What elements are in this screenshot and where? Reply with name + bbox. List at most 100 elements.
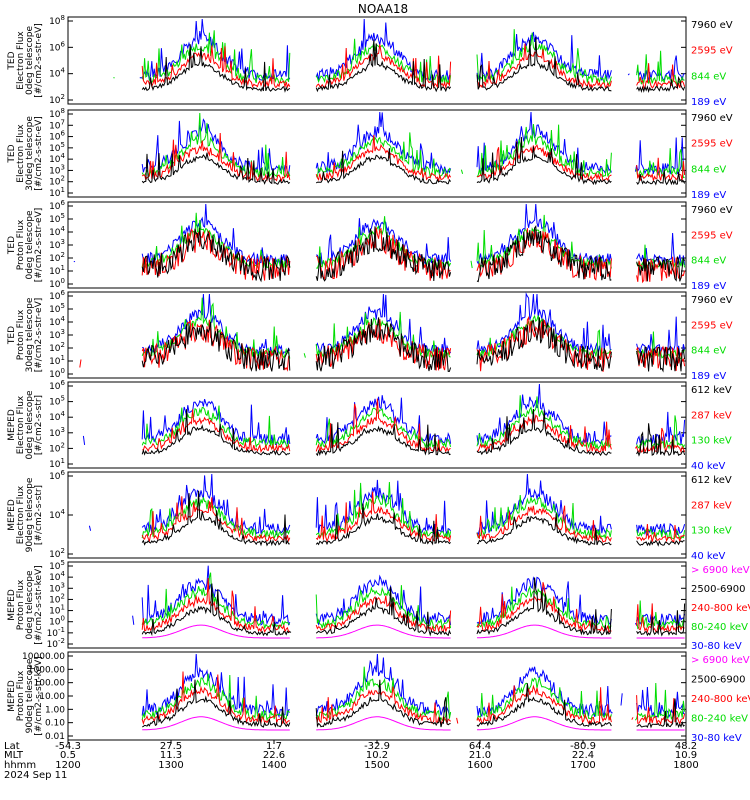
- legend-label: 130 keV: [691, 436, 732, 447]
- series-line: [141, 43, 686, 90]
- legend-label: 844 eV: [691, 71, 726, 82]
- y-axis-label: MEPED: [7, 409, 17, 441]
- footer-value-hhmm: 1800: [673, 760, 698, 771]
- y-axis-label: Proton Flux: [16, 219, 26, 270]
- y-axis-label: TED: [7, 236, 17, 255]
- y-tick-exponent: 3: [61, 238, 65, 246]
- y-tick-exponent: -1: [58, 626, 65, 634]
- y-tick-label: 102: [49, 93, 65, 106]
- legend-label: 189 eV: [691, 281, 726, 292]
- y-tick-exponent: 4: [61, 570, 66, 578]
- y-tick-exponent: 5: [61, 395, 65, 403]
- y-tick-label: 100.00: [34, 679, 66, 689]
- y-axis-label: 0deg telescope: [25, 26, 35, 96]
- series-line: [141, 577, 685, 634]
- footer-value-mlt: 21.0: [469, 750, 491, 761]
- y-axis-label: MEPED: [7, 680, 17, 712]
- series-line: [141, 395, 686, 451]
- y-axis-label: TED: [7, 144, 17, 163]
- series-line: [141, 132, 686, 183]
- footer-value-lat: 48.2: [675, 741, 697, 752]
- y-axis-label: 0deg telescope: [25, 210, 35, 280]
- series-line: [79, 316, 686, 372]
- footer-value-hhmm: 1200: [55, 760, 80, 771]
- y-tick-exponent: 4: [61, 152, 66, 160]
- series-line: [113, 29, 685, 86]
- y-tick-label: 101: [49, 354, 65, 367]
- y-tick-label: 104: [49, 508, 65, 521]
- footer-value-lat: -54.3: [55, 741, 81, 752]
- y-tick-exponent: 0: [61, 277, 65, 285]
- y-tick-exponent: 6: [61, 469, 66, 477]
- traces: [132, 565, 686, 639]
- legend-label: 189 eV: [691, 371, 726, 382]
- legend-label: 30-80 keV: [691, 733, 742, 744]
- footer-value-mlt: 11.3: [160, 750, 182, 761]
- y-tick-label: 105: [49, 212, 65, 225]
- y-axis-label: 0deg telescope: [25, 390, 35, 460]
- y-tick-exponent: 7: [61, 118, 65, 126]
- y-tick-label: 101: [49, 186, 65, 199]
- y-tick-exponent: 3: [61, 426, 65, 434]
- y-tick-exponent: 3: [61, 163, 65, 171]
- series-line: [141, 136, 686, 186]
- series-line: [141, 212, 686, 271]
- y-tick-exponent: 0: [61, 615, 65, 623]
- y-tick-label: 104: [49, 410, 65, 423]
- panel-frame: [67, 109, 687, 198]
- y-tick-exponent: 4: [61, 225, 66, 233]
- y-axis-label: Proton Flux: [16, 670, 26, 721]
- legend-label: 130 keV: [691, 526, 732, 537]
- y-tick-exponent: 4: [61, 508, 66, 516]
- y-axis-label: Electron Flux: [16, 485, 26, 544]
- legend-label: 2595 eV: [691, 320, 733, 331]
- y-axis-label: 90deg telescope: [25, 477, 35, 552]
- y-tick-exponent: 3: [61, 581, 65, 589]
- y-tick-exponent: 4: [61, 315, 66, 323]
- legend-label: 612 keV: [691, 385, 732, 396]
- legend-label: 7960 eV: [691, 295, 733, 306]
- y-tick-label: 106: [49, 289, 65, 302]
- y-tick-exponent: 1: [61, 604, 65, 612]
- traces: [79, 292, 686, 373]
- y-axis-label: Electron Flux: [16, 395, 26, 454]
- y-tick-label: 103: [49, 328, 65, 341]
- footer-value-mlt: 22.4: [572, 750, 594, 761]
- footer-value-mlt: 10.2: [366, 750, 388, 761]
- series-line: [141, 572, 685, 631]
- series-line: [141, 577, 686, 637]
- series-line: [132, 565, 686, 628]
- y-axis-label: 30deg telescope: [25, 116, 35, 191]
- y-axis-label: [#/cm2-s-str-eV]: [34, 116, 44, 191]
- legend-label: 80-240 keV: [691, 622, 748, 633]
- panel-8: 0.01 0.10 1.00 10.00 100.00 1000.00 10000.00 ME…: [7, 651, 750, 744]
- footer-value-hhmm: 1500: [364, 760, 389, 771]
- legend-label: 287 keV: [691, 410, 732, 421]
- series-line: [141, 111, 686, 176]
- y-tick-exponent: 2: [61, 592, 65, 600]
- footer-axis: LatMLThhmm-54.30.5120027.511.313001.722.…: [4, 740, 699, 771]
- figure-title: NOAA18: [358, 2, 408, 16]
- y-axis-label: Proton Flux: [16, 579, 26, 630]
- y-tick-label: 106: [49, 379, 65, 392]
- y-axis-label: Electron Flux: [16, 31, 26, 90]
- legend-label: 30-80 keV: [691, 641, 742, 652]
- y-tick-exponent: 4: [61, 67, 66, 75]
- y-axis-label: MEPED: [7, 499, 17, 531]
- legend-label: > 6900 keV: [691, 565, 750, 576]
- footer-value-mlt: 22.6: [263, 750, 285, 761]
- y-tick-label: 10-2: [47, 637, 65, 650]
- legend-label: 2500-6900: [691, 584, 746, 595]
- y-axis-label: TED: [7, 51, 17, 70]
- y-tick-label: 102: [49, 251, 65, 264]
- series-line: [141, 666, 686, 722]
- traces: [141, 653, 686, 731]
- legend-label: 287 keV: [691, 500, 732, 511]
- footer-value-hhmm: 1600: [467, 760, 492, 771]
- footer-value-hhmm: 1400: [261, 760, 286, 771]
- panel-frame: [67, 201, 687, 289]
- footer-value-mlt: 0.5: [60, 750, 76, 761]
